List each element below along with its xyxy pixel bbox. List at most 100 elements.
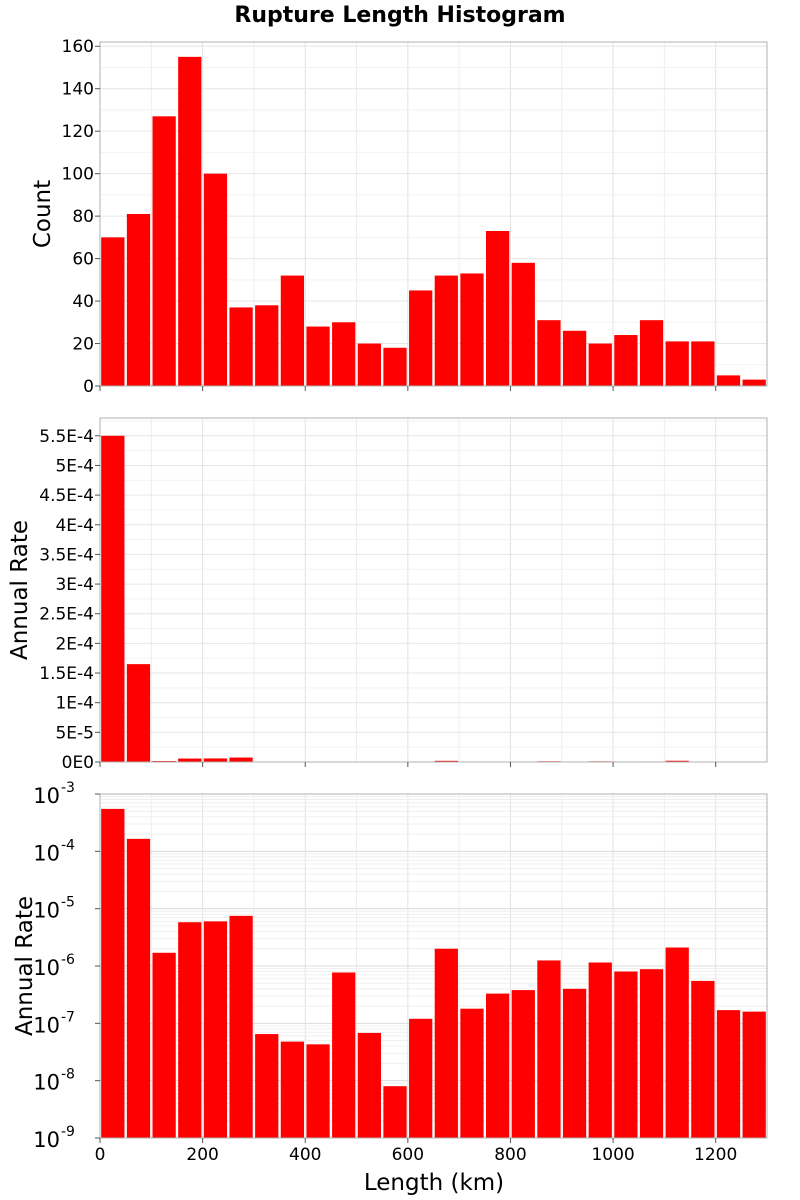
y-tick-label: 20 bbox=[72, 335, 94, 355]
y-tick-label: 10 bbox=[33, 899, 60, 923]
histogram-bar bbox=[229, 915, 253, 1138]
y-tick-label: 10 bbox=[33, 956, 60, 980]
histogram-bar bbox=[357, 343, 381, 386]
y-tick-label: 3.5E-4 bbox=[39, 545, 94, 565]
y-tick-exponent: -7 bbox=[61, 1009, 75, 1025]
histogram-bar bbox=[486, 993, 510, 1138]
histogram-bar bbox=[588, 962, 612, 1138]
histogram-bar bbox=[614, 971, 638, 1138]
y-axis-label: Count bbox=[30, 180, 56, 248]
histogram-bar bbox=[203, 758, 228, 762]
y-axis-label: Annual Rate bbox=[7, 520, 33, 660]
histogram-bar bbox=[178, 922, 202, 1138]
histogram-bar bbox=[742, 379, 766, 386]
histogram-bar bbox=[434, 760, 458, 762]
y-tick-label: 1E-4 bbox=[55, 694, 94, 714]
histogram-bar bbox=[409, 1018, 433, 1138]
x-tick-label: 800 bbox=[494, 1145, 526, 1165]
x-axis-label: Length (km) bbox=[364, 1170, 504, 1196]
histogram-bar bbox=[306, 1044, 330, 1138]
y-tick-label: 140 bbox=[62, 80, 94, 100]
histogram-bar bbox=[178, 56, 202, 386]
y-tick-label: 3E-4 bbox=[55, 575, 94, 595]
histogram-bar bbox=[152, 952, 176, 1138]
histogram-bar bbox=[716, 1010, 741, 1138]
histogram-bar bbox=[101, 237, 125, 386]
plot-area bbox=[100, 418, 767, 762]
x-tick-label: 1200 bbox=[694, 1145, 737, 1165]
histogram-bar bbox=[665, 760, 689, 762]
rate-linear-panel: 0E0 5E-5 1E-4 1.5E-4 2E-4 2.5E-4 3E-4 3.5E-4 4E-… bbox=[7, 417, 768, 773]
y-tick-label: 160 bbox=[62, 37, 94, 57]
histogram-bar bbox=[460, 1008, 484, 1138]
x-tick-label: 400 bbox=[289, 1145, 321, 1165]
histogram-bar bbox=[434, 948, 458, 1138]
histogram-bar bbox=[332, 322, 356, 386]
histogram-bar bbox=[537, 960, 561, 1138]
y-tick-exponent: -9 bbox=[61, 1124, 75, 1140]
y-tick-label: 2E-4 bbox=[55, 634, 94, 654]
y-tick-label: 40 bbox=[72, 292, 94, 312]
y-tick-label: 10 bbox=[33, 841, 60, 865]
histogram-bar bbox=[434, 275, 458, 386]
histogram-bar bbox=[306, 326, 330, 386]
histogram-bar bbox=[332, 972, 356, 1138]
y-tick-label: 4E-4 bbox=[55, 516, 94, 536]
y-tick-label: 60 bbox=[72, 250, 94, 270]
y-tick-label: 10 bbox=[33, 1128, 60, 1152]
histogram-bar bbox=[280, 275, 305, 386]
histogram-bar bbox=[178, 758, 202, 762]
y-tick-label: 4.5E-4 bbox=[39, 486, 94, 506]
y-tick-label: 0 bbox=[83, 377, 94, 397]
x-tick-label: 1000 bbox=[591, 1145, 634, 1165]
y-tick-label: 5E-5 bbox=[55, 723, 94, 743]
plot-frame bbox=[99, 41, 768, 387]
y-tick-label: 1.5E-4 bbox=[39, 664, 94, 684]
histogram-bar bbox=[665, 947, 689, 1138]
y-tick-exponent: -5 bbox=[61, 895, 75, 911]
histogram-bar bbox=[511, 262, 535, 386]
histogram-bar bbox=[383, 1086, 407, 1138]
y-tick-label: 5.5E-4 bbox=[39, 427, 94, 447]
y-tick-label: 5E-4 bbox=[55, 456, 94, 476]
histogram-bar bbox=[665, 341, 689, 386]
histogram-bar bbox=[101, 435, 125, 762]
y-tick-label: 120 bbox=[62, 122, 94, 142]
y-tick-label: 100 bbox=[62, 165, 94, 185]
x-tick-label: 200 bbox=[186, 1145, 218, 1165]
histogram-bar bbox=[716, 375, 741, 386]
y-tick-label: 2.5E-4 bbox=[39, 605, 94, 625]
y-tick-exponent: -8 bbox=[61, 1067, 75, 1083]
histogram-bar bbox=[255, 1034, 279, 1138]
histogram-bar bbox=[639, 969, 664, 1138]
y-tick-exponent: -4 bbox=[61, 837, 75, 853]
x-tick-label: 0 bbox=[95, 1145, 106, 1165]
histogram-bar bbox=[562, 330, 587, 386]
histogram-bar bbox=[742, 1011, 766, 1138]
histogram-bar bbox=[126, 214, 151, 386]
histogram-bar bbox=[126, 664, 151, 762]
y-tick-label: 10 bbox=[33, 784, 60, 808]
histogram-bar bbox=[229, 757, 253, 762]
histogram-bar bbox=[409, 290, 433, 386]
histogram-bar bbox=[537, 320, 561, 386]
y-tick-label: 10 bbox=[33, 1071, 60, 1095]
y-tick-label: 0E0 bbox=[62, 753, 94, 773]
histogram-bar bbox=[511, 990, 535, 1138]
histogram-bar bbox=[203, 173, 228, 386]
histogram-bar bbox=[255, 305, 279, 386]
histogram-bar bbox=[588, 343, 612, 386]
histogram-bar bbox=[460, 273, 484, 386]
histogram-bar bbox=[486, 230, 510, 386]
y-axis-label: Annual Rate bbox=[12, 896, 38, 1036]
histogram-bar bbox=[280, 1041, 305, 1138]
histogram-bar bbox=[357, 1032, 381, 1138]
plot-frame bbox=[99, 417, 768, 763]
histogram-bar bbox=[203, 921, 228, 1138]
y-tick-label: 80 bbox=[72, 207, 94, 227]
histogram-bar bbox=[126, 838, 151, 1138]
histogram-bar bbox=[639, 320, 664, 386]
y-tick-exponent: -3 bbox=[61, 780, 75, 796]
y-tick-label: 10 bbox=[33, 1013, 60, 1037]
